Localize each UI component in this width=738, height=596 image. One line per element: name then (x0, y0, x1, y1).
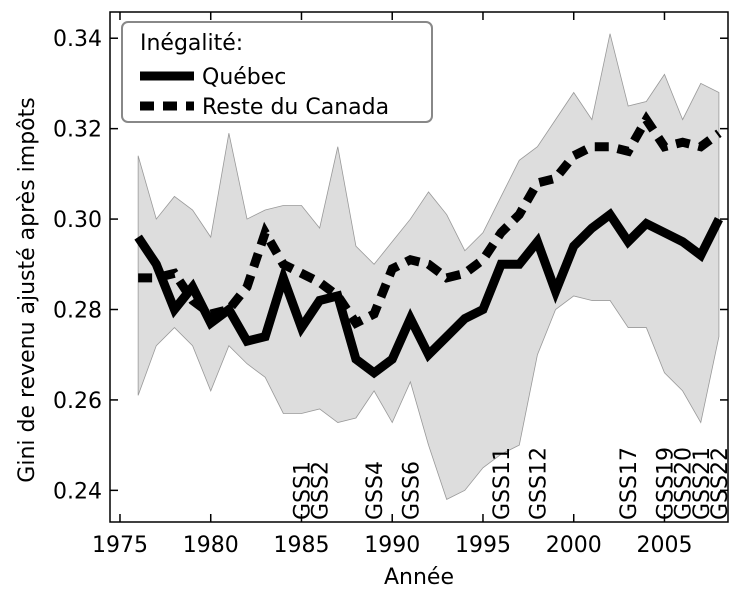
annotation: GSS1 (290, 461, 315, 520)
y-tick-label: 0.24 (53, 479, 102, 504)
y-tick-label: 0.32 (53, 118, 102, 143)
x-tick-label: 1975 (92, 533, 148, 558)
data-line (134, 208, 723, 379)
y-tick-label: 0.30 (53, 208, 102, 233)
x-tick-label: 1995 (455, 533, 511, 558)
x-tick-label: 1990 (364, 533, 420, 558)
annotation: GSS20 (672, 447, 697, 520)
x-tick-label: 2005 (636, 533, 692, 558)
x-tick-label: 2000 (546, 533, 602, 558)
plot-frame (109, 11, 729, 523)
y-axis-label: Gini de revenu ajusté après impôts (15, 97, 40, 482)
y-tick-label: 0.26 (53, 389, 102, 414)
legend-label: Reste du Canada (202, 95, 389, 120)
legend-label: Québec (202, 65, 286, 90)
y-tick-label: 0.34 (53, 27, 102, 52)
legend-title: Inégalité: (140, 31, 243, 56)
y-tick-label: 0.28 (53, 299, 102, 324)
annotation: GSS2 (309, 461, 334, 520)
annotation: GSS11 (490, 447, 515, 520)
x-tick-label: 1985 (273, 533, 329, 558)
x-axis-label: Année (384, 565, 454, 590)
annotation: GSS17 (617, 447, 642, 520)
annotation: GSS19 (653, 447, 678, 520)
data-line (138, 111, 722, 329)
x-tick-label: 1980 (183, 533, 239, 558)
legend-box (121, 21, 433, 123)
annotation: GSS4 (363, 461, 388, 520)
annotation: GSS22 (708, 447, 733, 520)
annotation: GSS6 (399, 461, 424, 520)
annotation: GSS12 (526, 447, 551, 520)
annotation: GSS21 (690, 447, 715, 520)
